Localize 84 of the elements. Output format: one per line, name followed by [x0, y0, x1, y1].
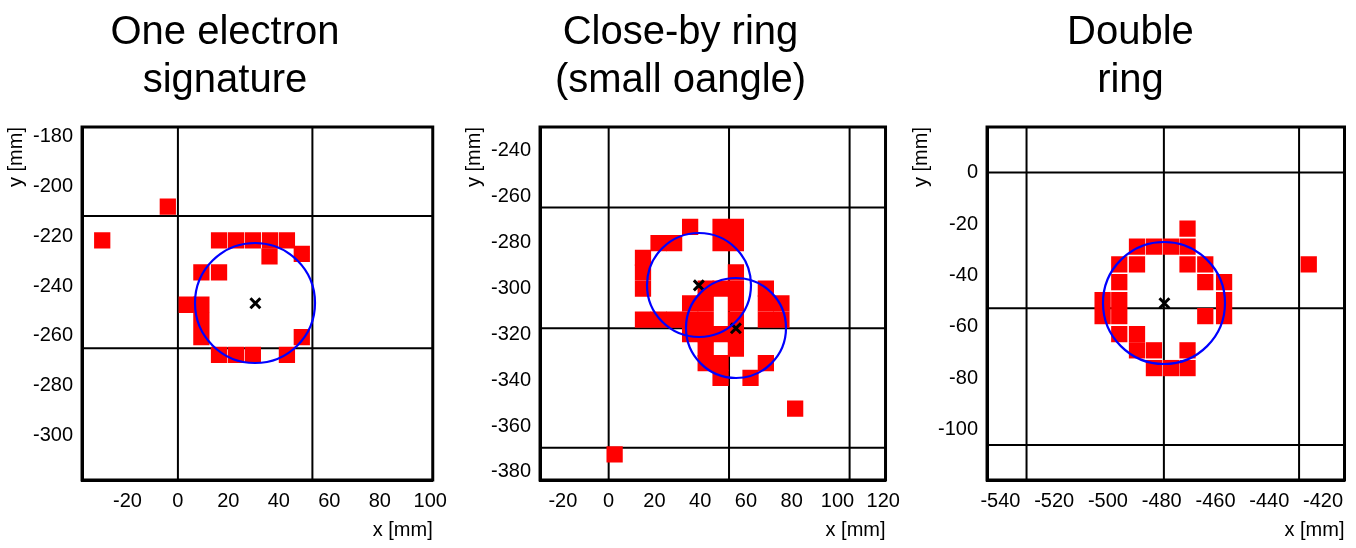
y-tick-label: -280 [491, 229, 532, 252]
point [606, 446, 623, 463]
y-axis-title: y [mm] [461, 127, 484, 187]
y-tick-label: -360 [491, 413, 532, 436]
y-tick-label: -280 [33, 373, 74, 396]
point [1111, 274, 1128, 291]
y-tick-label: -220 [33, 223, 74, 246]
x-axis-title: x [mm] [1284, 517, 1345, 540]
x-tick-label: -20 [112, 488, 142, 511]
point [712, 355, 729, 372]
point [210, 264, 228, 281]
x-tick-label: -420 [1302, 488, 1344, 511]
x-tick-label: 60 [318, 488, 341, 511]
point [757, 311, 774, 328]
y-tick-label: -320 [491, 321, 532, 344]
x-tick-label: -540 [980, 488, 1021, 511]
point [1128, 325, 1146, 343]
y-tick-label: -40 [949, 262, 979, 285]
x-tick-label: 0 [603, 488, 615, 511]
point [159, 198, 176, 215]
chart-title: Close-by ring (small oangle) [553, 7, 808, 102]
x-tick-label: 0 [172, 488, 184, 511]
x-tick-label: 80 [780, 488, 803, 511]
point [94, 232, 111, 249]
x-tick-label: 100 [413, 488, 447, 511]
x-tick-label: -20 [548, 488, 578, 511]
point [1197, 307, 1214, 325]
point [727, 295, 745, 312]
point [278, 232, 296, 249]
point [665, 311, 683, 328]
point [712, 218, 729, 235]
point [1300, 256, 1317, 273]
y-tick-label: -260 [33, 323, 74, 346]
point [1179, 359, 1196, 377]
x-tick-label: 100 [820, 488, 855, 511]
y-tick-label: -180 [33, 124, 74, 147]
x-tick-label: -440 [1249, 488, 1290, 511]
point [1197, 274, 1214, 291]
x-tick-label: 20 [217, 488, 240, 511]
point [634, 311, 652, 328]
point [697, 295, 714, 312]
x-tick-label: 40 [689, 488, 712, 511]
x-tick-label: -460 [1195, 488, 1236, 511]
chart-title: Double ring [1066, 7, 1195, 102]
y-tick-label: -300 [491, 275, 532, 298]
chart-title: One electron signature [109, 7, 341, 102]
x-tick-label: 80 [368, 488, 391, 511]
x-tick-label: 20 [643, 488, 666, 511]
point [1111, 307, 1128, 325]
y-tick-label: -240 [491, 138, 532, 161]
y-tick-label: -20 [949, 211, 979, 234]
y-axis-title: y [mm] [3, 127, 26, 187]
point [210, 232, 228, 249]
y-tick-label: -240 [33, 273, 74, 296]
y-tick-label: -300 [33, 422, 74, 445]
y-tick-label: -100 [938, 417, 979, 440]
y-tick-label: -60 [949, 314, 979, 337]
x-tick-label: 60 [734, 488, 758, 511]
point [1111, 292, 1128, 309]
y-tick-label: -80 [949, 365, 979, 388]
x-tick-label: 120 [866, 488, 900, 511]
y-tick-label: -380 [491, 459, 532, 482]
point [1145, 342, 1163, 359]
x-tick-label: 40 [267, 488, 290, 511]
x-tick-label: -520 [1034, 488, 1075, 511]
point [1128, 256, 1146, 273]
x-axis-title: x [mm] [372, 517, 433, 540]
y-axis-title: y [mm] [908, 127, 931, 187]
x-tick-label: -500 [1087, 488, 1128, 511]
point [787, 400, 804, 417]
point [1179, 256, 1196, 273]
y-tick-label: 0 [966, 160, 979, 183]
point [1179, 342, 1196, 359]
point [757, 295, 774, 312]
point [727, 340, 745, 357]
point [293, 245, 310, 262]
y-tick-label: -340 [491, 367, 532, 390]
x-tick-label: -480 [1141, 488, 1182, 511]
point [261, 248, 278, 265]
x-axis-title: x [mm] [825, 517, 886, 540]
point [727, 218, 745, 235]
point [1179, 220, 1196, 237]
y-tick-label: -200 [33, 174, 74, 197]
y-tick-label: -260 [491, 184, 532, 207]
